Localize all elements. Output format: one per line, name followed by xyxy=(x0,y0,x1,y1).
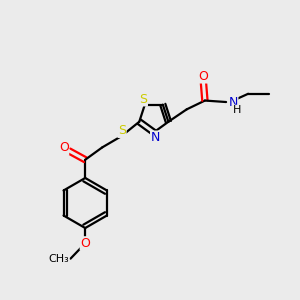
Text: O: O xyxy=(199,70,208,83)
Text: N: N xyxy=(229,95,238,109)
Text: S: S xyxy=(118,124,126,137)
Text: O: O xyxy=(80,237,90,250)
Text: H: H xyxy=(233,105,242,115)
Text: S: S xyxy=(140,93,147,106)
Text: O: O xyxy=(59,141,69,154)
Text: CH₃: CH₃ xyxy=(48,254,69,264)
Text: N: N xyxy=(151,131,160,144)
